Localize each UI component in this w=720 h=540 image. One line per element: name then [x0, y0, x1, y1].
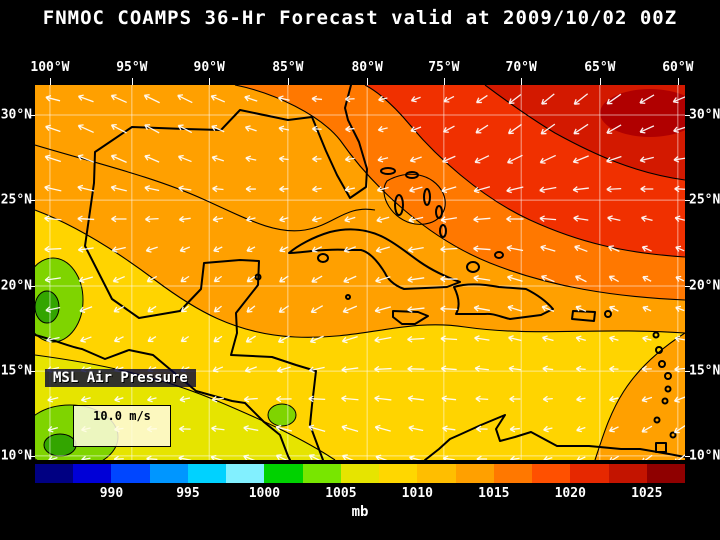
lon-tick-mark	[443, 78, 445, 85]
lat-label: 20°N	[689, 278, 720, 294]
contour-layer	[35, 85, 685, 460]
lon-label: 90°W	[193, 60, 225, 75]
lon-tick-mark	[599, 78, 601, 85]
colorbar-unit: mb	[351, 504, 369, 520]
lat-tick-mark	[30, 371, 35, 373]
colorbar-tick-label: 990	[99, 486, 124, 501]
lat-tick-mark	[685, 115, 690, 116]
map-canvas	[35, 85, 685, 460]
colorbar-segment	[35, 464, 74, 483]
lat-tick-mark	[685, 200, 690, 202]
colorbar-tick-label: 1010	[401, 486, 433, 501]
colorbar-segment	[187, 464, 227, 483]
lat-tick-mark	[30, 286, 35, 287]
colorbar-tick-label: 1000	[248, 486, 281, 501]
colorbar-labels: 990 995 1000 1005 1010 1015 1020 1025	[35, 486, 685, 501]
lat-label: 15°N	[0, 363, 32, 379]
colorbar-segment	[340, 464, 380, 483]
lat-tick-mark	[30, 115, 35, 116]
colorbar-segment	[149, 464, 188, 483]
lat-label: 30°N	[0, 107, 32, 123]
lon-tick-mark	[367, 78, 369, 85]
colorbar-tick-label: 1005	[325, 486, 357, 501]
lat-tick-col-left	[30, 85, 35, 460]
colorbar-segment	[111, 464, 150, 483]
colorbar-segment	[73, 464, 112, 483]
wind-scale-box: 10.0 m/s	[73, 405, 171, 447]
colorbar-segment	[608, 464, 647, 483]
lon-label: 100°W	[30, 60, 70, 75]
lat-label: 25°N	[0, 192, 32, 208]
lat-label: 15°N	[689, 363, 720, 379]
lat-tick-mark	[685, 455, 690, 457]
lat-tick-mark	[30, 200, 35, 202]
colorbar-segment	[570, 464, 609, 483]
lon-label: 85°W	[272, 60, 304, 75]
colorbar-tick-label: 1025	[631, 486, 663, 501]
lon-tick-mark	[521, 78, 523, 85]
page-title: FNMOC COAMPS 36-Hr Forecast valid at 200…	[42, 7, 678, 29]
map-area: MSL Air Pressure 10.0 m/s	[35, 85, 685, 460]
lon-label: 70°W	[505, 60, 537, 75]
lat-label: 10°N	[689, 448, 720, 464]
lon-label: 80°W	[351, 60, 383, 75]
colorbar-segment	[302, 464, 341, 483]
lat-label: 30°N	[689, 107, 720, 123]
wind-scale-label: 10.0 m/s	[93, 409, 151, 423]
field-label: MSL Air Pressure	[45, 369, 196, 387]
wind-vector-layer	[44, 93, 685, 460]
lat-axis-right: 30°N 25°N 20°N 15°N 10°N	[687, 85, 720, 464]
colorbar-segment	[455, 464, 494, 483]
lon-tick-mark	[287, 78, 289, 85]
colorbar-segment	[493, 464, 533, 483]
colorbar	[35, 464, 685, 483]
colorbar-segment	[646, 464, 685, 483]
colorbar-segment	[417, 464, 456, 483]
lon-label: 65°W	[584, 60, 616, 75]
lon-tick-mark	[677, 78, 679, 85]
lon-label: 95°W	[116, 60, 148, 75]
pressure-field-layer	[35, 85, 685, 460]
lon-tick-row	[35, 78, 685, 85]
lat-label: 10°N	[0, 448, 32, 464]
lat-tick-col-right	[685, 85, 690, 460]
lat-label: 25°N	[689, 192, 720, 208]
colorbar-tick-label: 995	[176, 486, 200, 501]
lat-axis-left: 30°N 25°N 20°N 15°N 10°N	[0, 85, 33, 464]
lon-tick-mark	[49, 78, 51, 85]
lon-tick-mark	[131, 78, 133, 85]
colorbar-segment	[264, 464, 303, 483]
lon-label: 75°W	[428, 60, 460, 75]
colorbar-segment	[379, 464, 418, 483]
lon-axis: 100°W 95°W 90°W 85°W 80°W 75°W 70°W 65°W 60°W	[30, 60, 693, 76]
lon-tick-mark	[209, 78, 211, 85]
colorbar-segment	[226, 464, 265, 483]
colorbar-segment	[532, 464, 571, 483]
lat-tick-mark	[685, 371, 690, 373]
lon-label: 60°W	[662, 60, 694, 75]
lat-tick-mark	[30, 455, 35, 457]
lat-tick-mark	[685, 286, 690, 287]
lat-label: 20°N	[0, 278, 32, 294]
colorbar-tick-label: 1015	[478, 486, 510, 501]
grid-layer	[35, 85, 685, 460]
colorbar-tick-label: 1020	[554, 486, 586, 501]
